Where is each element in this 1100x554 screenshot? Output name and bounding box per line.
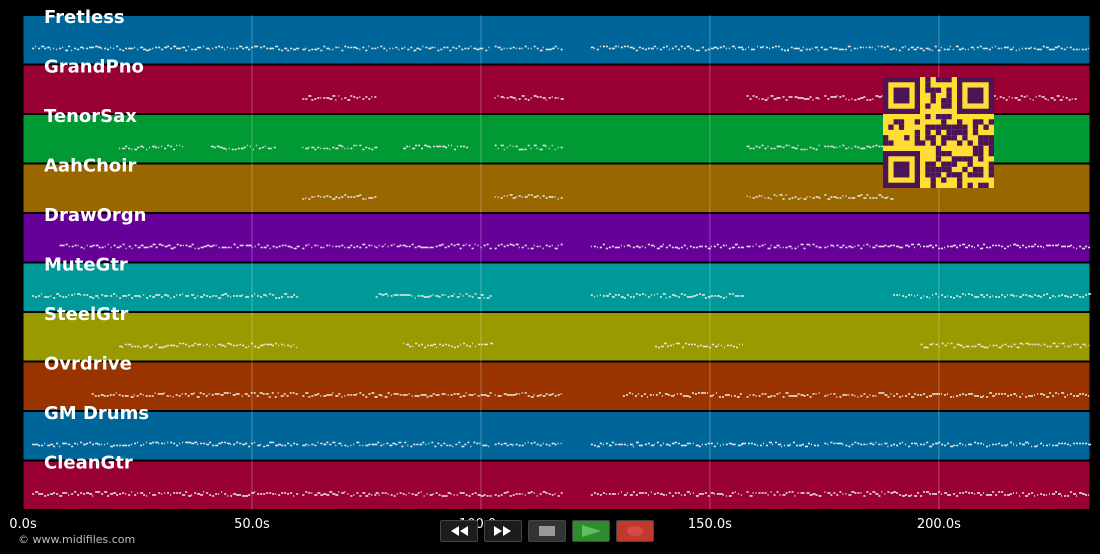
play-icon <box>582 525 601 537</box>
note-segment <box>893 392 1090 398</box>
note-segment <box>590 243 744 250</box>
track-label: CleanGtr <box>44 453 133 474</box>
note-segment <box>59 243 300 250</box>
note-segment <box>302 491 377 497</box>
x-tick-label: 200.0s <box>917 517 961 532</box>
note-segment <box>32 293 299 299</box>
note-segment <box>746 243 822 250</box>
note-segment <box>824 194 894 200</box>
note-segment <box>375 243 492 250</box>
track-lane[interactable] <box>22 15 1091 65</box>
note-segment <box>741 441 819 448</box>
note-segment <box>32 45 300 52</box>
x-tick-label: 0.0s <box>9 517 37 532</box>
x-tick-label: 50.0s <box>234 517 270 532</box>
note-segment <box>302 243 376 250</box>
note-segment <box>302 45 490 52</box>
note-segment <box>119 144 184 151</box>
note-segment <box>494 45 563 52</box>
track-label: TenorSax <box>44 106 137 127</box>
track-ovrdrive[interactable]: Ovrdrive <box>22 354 1091 411</box>
track-lane[interactable] <box>22 411 1091 461</box>
credit-text: © www.midifiles.com <box>18 533 136 546</box>
record-button[interactable] <box>616 520 654 542</box>
note-segment <box>494 95 564 101</box>
note-segment <box>403 342 494 349</box>
qr-code-icon[interactable] <box>883 77 994 188</box>
note-segment <box>494 144 563 151</box>
note-segment <box>494 491 563 497</box>
track-label: Ovrdrive <box>44 354 132 375</box>
note-segment <box>654 342 743 349</box>
note-segment <box>302 441 490 448</box>
track-fretless[interactable]: Fretless <box>22 7 1091 65</box>
play-button[interactable] <box>572 520 610 542</box>
track-lane[interactable] <box>22 460 1091 510</box>
note-segment <box>893 491 1090 497</box>
track-label: SteelGtr <box>44 304 129 325</box>
track-lane[interactable] <box>22 262 1091 312</box>
track-label: AahChoir <box>44 156 136 177</box>
x-tick-label: 150.0s <box>688 517 732 532</box>
note-segment <box>746 491 822 497</box>
note-segment <box>590 491 742 497</box>
note-segment <box>746 392 820 398</box>
note-segment <box>893 293 1092 299</box>
transport-controls <box>440 520 654 542</box>
track-aahchoir[interactable]: AahChoir <box>22 156 1091 213</box>
track-cleangtr[interactable]: CleanGtr <box>22 453 1091 510</box>
note-segment <box>375 293 492 299</box>
note-segment <box>302 144 378 151</box>
note-segment <box>746 95 820 101</box>
track-label: GM Drums <box>44 403 149 424</box>
track-draworgn[interactable]: DrawOrgn <box>22 205 1091 263</box>
note-segment <box>403 144 469 151</box>
fast-forward-button[interactable] <box>484 520 522 542</box>
note-segment <box>893 441 1092 448</box>
note-segment <box>119 342 298 349</box>
note-segment <box>590 45 743 52</box>
track-lane[interactable] <box>22 361 1091 411</box>
track-label: GrandPno <box>44 57 144 78</box>
note-segment <box>302 194 377 200</box>
note-segment <box>746 194 821 200</box>
note-segment <box>590 441 743 448</box>
note-segment <box>91 392 298 398</box>
track-label: DrawOrgn <box>44 205 146 226</box>
note-segment <box>375 392 492 398</box>
note-segment <box>494 243 563 250</box>
note-segment <box>302 95 377 101</box>
note-segment <box>787 45 1089 52</box>
note-segment <box>32 491 299 497</box>
note-segment <box>824 392 892 398</box>
note-segment <box>746 144 820 151</box>
stop-button[interactable] <box>528 520 566 542</box>
note-segment <box>622 392 742 398</box>
track-label: MuteGtr <box>44 255 128 276</box>
note-segment <box>590 293 744 299</box>
track-mutegtr[interactable]: MuteGtr <box>22 255 1092 312</box>
note-segment <box>893 243 1091 250</box>
track-label: Fretless <box>44 7 125 28</box>
track-gm-drums[interactable]: GM Drums <box>22 403 1092 461</box>
note-segment <box>494 441 562 447</box>
rewind-button[interactable] <box>440 520 478 542</box>
track-lane[interactable] <box>22 213 1091 263</box>
note-segment <box>494 392 562 398</box>
note-segment <box>824 491 894 497</box>
note-segment <box>210 144 276 151</box>
note-segment <box>920 342 1090 349</box>
note-segment <box>494 194 563 200</box>
note-segment <box>824 441 893 448</box>
track-steelgtr[interactable]: SteelGtr <box>22 304 1091 362</box>
record-icon <box>627 526 643 536</box>
fast-forward-icon <box>494 526 511 536</box>
note-segment <box>375 491 492 497</box>
track-lane[interactable] <box>22 312 1091 362</box>
stop-icon <box>539 526 555 536</box>
note-segment <box>741 45 789 52</box>
note-segment <box>824 243 893 250</box>
rewind-icon <box>451 526 468 536</box>
note-segment <box>32 441 299 448</box>
